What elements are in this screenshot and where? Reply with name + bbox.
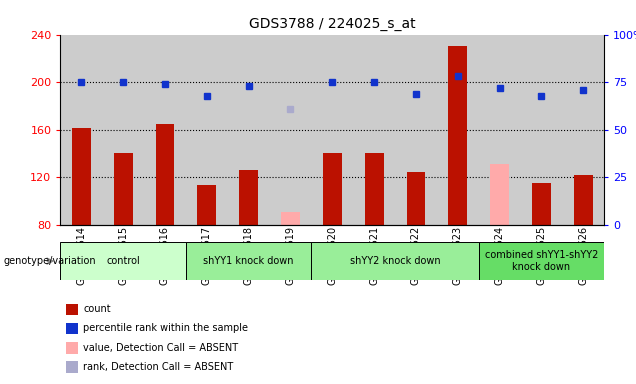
Text: genotype/variation: genotype/variation	[3, 256, 96, 266]
Bar	[60, 35, 102, 225]
Bar	[364, 153, 384, 225]
Bar	[270, 35, 312, 225]
Bar	[574, 175, 593, 225]
Text: shYY1 knock down: shYY1 knock down	[204, 256, 294, 266]
Text: rank, Detection Call = ABSENT: rank, Detection Call = ABSENT	[83, 362, 233, 372]
Bar	[437, 35, 479, 225]
Bar	[406, 172, 425, 225]
Bar	[479, 242, 604, 280]
Bar	[66, 323, 78, 334]
Bar	[102, 35, 144, 225]
Bar	[281, 212, 300, 225]
Text: value, Detection Call = ABSENT: value, Detection Call = ABSENT	[83, 343, 238, 353]
Bar	[66, 304, 78, 315]
Bar	[197, 185, 216, 225]
Bar	[66, 361, 78, 373]
Text: combined shYY1-shYY2
knock down: combined shYY1-shYY2 knock down	[485, 250, 598, 272]
Text: percentile rank within the sample: percentile rank within the sample	[83, 323, 248, 333]
Bar	[312, 242, 479, 280]
Bar	[186, 242, 312, 280]
Bar	[353, 35, 395, 225]
Bar	[60, 242, 186, 280]
Text: control: control	[106, 256, 140, 266]
Bar	[312, 35, 353, 225]
Bar	[479, 35, 520, 225]
Bar	[448, 46, 467, 225]
Bar	[114, 153, 132, 225]
Bar	[520, 35, 562, 225]
Bar	[228, 35, 270, 225]
Text: shYY2 knock down: shYY2 knock down	[350, 256, 440, 266]
Bar	[239, 170, 258, 225]
Bar	[562, 35, 604, 225]
Bar	[532, 183, 551, 225]
Bar	[186, 35, 228, 225]
Bar	[144, 35, 186, 225]
Bar	[490, 164, 509, 225]
Bar	[323, 153, 342, 225]
Bar	[395, 35, 437, 225]
Text: count: count	[83, 304, 111, 314]
Bar	[72, 128, 91, 225]
Bar	[66, 342, 78, 354]
Title: GDS3788 / 224025_s_at: GDS3788 / 224025_s_at	[249, 17, 415, 31]
Bar	[156, 124, 174, 225]
